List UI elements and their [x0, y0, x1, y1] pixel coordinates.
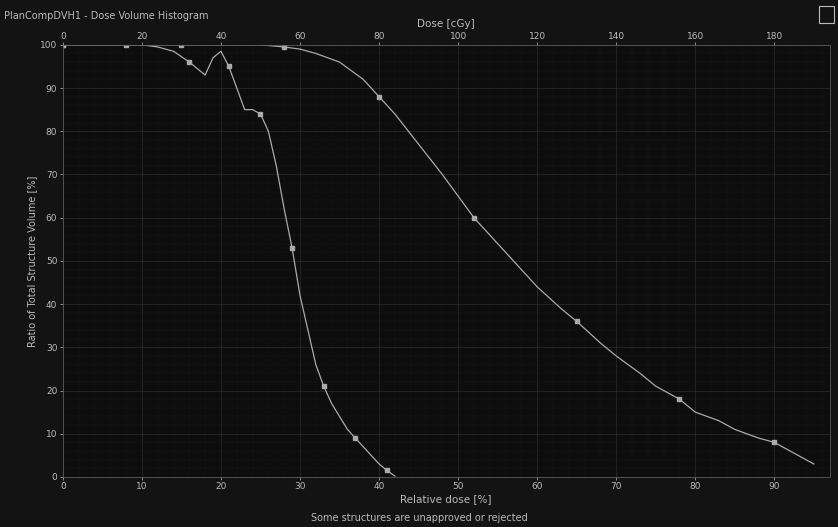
Bar	[819, 6, 834, 23]
Text: PlanCompDVH1 - Dose Volume Histogram: PlanCompDVH1 - Dose Volume Histogram	[4, 11, 209, 21]
X-axis label: Dose [cGy]: Dose [cGy]	[417, 19, 475, 30]
Text: Some structures are unapproved or rejected: Some structures are unapproved or reject…	[311, 513, 527, 522]
X-axis label: Relative dose [%]: Relative dose [%]	[401, 494, 492, 504]
Y-axis label: Ratio of Total Structure Volume [%]: Ratio of Total Structure Volume [%]	[28, 175, 37, 347]
